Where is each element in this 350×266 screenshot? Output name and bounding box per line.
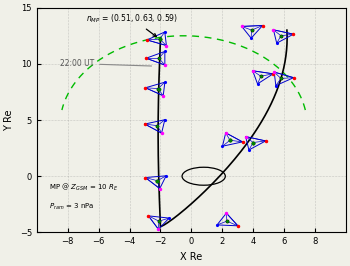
Text: MP @ $Z_{GSM}$ = 10 $R_E$: MP @ $Z_{GSM}$ = 10 $R_E$ <box>49 182 118 193</box>
Text: $n_{MP}$ = (0.51, 0.63, 0.59): $n_{MP}$ = (0.51, 0.63, 0.59) <box>86 12 178 37</box>
Text: 22:00 UT: 22:00 UT <box>60 59 152 68</box>
Text: $P_{ram}$ = 3 nPa: $P_{ram}$ = 3 nPa <box>49 202 95 212</box>
Y-axis label: Y Re: Y Re <box>4 109 14 131</box>
X-axis label: X Re: X Re <box>180 252 202 262</box>
